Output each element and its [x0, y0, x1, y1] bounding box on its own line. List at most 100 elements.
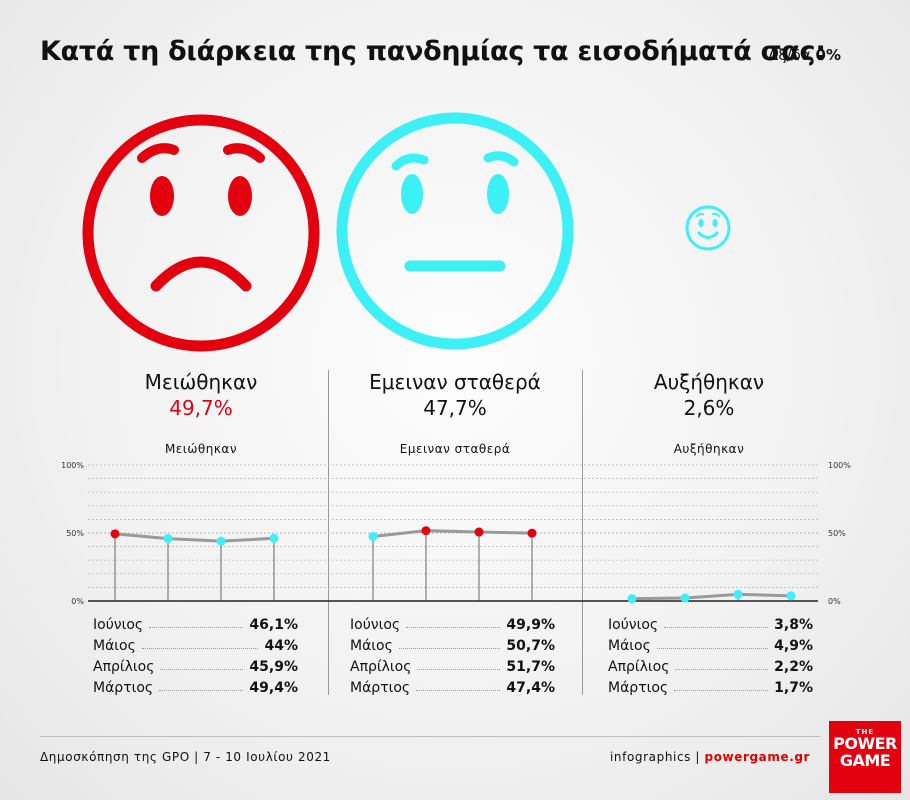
summary-increased: 2,6% — [683, 396, 735, 420]
table-row: Απρίλιος 2,2% — [608, 654, 813, 675]
data-point — [474, 527, 484, 537]
month-label: Μάιος — [350, 638, 393, 654]
series-line — [631, 592, 792, 601]
y-tick-label-right: 100% — [828, 461, 851, 470]
month-label: Ιούνιος — [93, 617, 144, 633]
label-stable: Εμειναν σταθερά — [369, 370, 541, 394]
month-label: Ιούνιος — [608, 617, 659, 633]
page-title: Κατά τη διάρκεια της πανδημίας τα εισοδή… — [40, 36, 826, 67]
value-label: 45,9% — [249, 659, 298, 675]
dot-leader — [149, 627, 244, 628]
y-tick-label-left: 50% — [66, 529, 84, 538]
table-row: Μάρτιος 49,4% — [93, 675, 298, 696]
value-label: 1,7% — [774, 680, 813, 696]
month-label: Απρίλιος — [608, 659, 670, 675]
summary-stable: 47,7% — [423, 396, 487, 420]
label-increased: Αυξήθηκαν — [653, 370, 765, 394]
value-label: 46,1% — [249, 617, 298, 633]
table-row: Ιούνιος 3,8% — [608, 612, 813, 633]
data-point — [421, 526, 431, 536]
dot-leader — [674, 690, 769, 691]
line-chart: 0% 0% 50% 50% 100% 100% — [61, 461, 851, 606]
header-stable: Εμειναν σταθερά 47,7% — [340, 370, 570, 420]
value-label: 44% — [264, 638, 298, 654]
data-point — [269, 533, 279, 543]
value-label: 50,7% — [506, 638, 555, 654]
chart-sub-increased: Αυξήθηκαν — [673, 442, 745, 456]
dot-leader — [656, 648, 769, 649]
data-point — [216, 536, 226, 546]
month-label: Μάρτιος — [93, 680, 154, 696]
chart-sub-stable: Εμειναν σταθερά — [399, 442, 511, 456]
dot-leader — [398, 648, 501, 649]
logo-line-2: POWER — [833, 734, 897, 753]
dot-leader — [406, 627, 501, 628]
y-tick-label-left: 100% — [61, 461, 84, 470]
data-point — [786, 591, 796, 601]
table-row: Μάιος 50,7% — [350, 633, 555, 654]
neutral-face-icon — [336, 112, 574, 350]
value-label: 3,8% — [774, 617, 813, 633]
data-point — [680, 593, 690, 603]
dot-leader — [664, 627, 769, 628]
source-note: Δημοσκόπηση της GPO | 7 - 10 Ιουλίου 202… — [40, 750, 331, 764]
value-label: 2,2% — [774, 659, 813, 675]
value-label: 49,4% — [249, 680, 298, 696]
value-label: 47,4% — [506, 680, 555, 696]
power-game-logo: THE POWER GAME — [829, 721, 901, 793]
dot-leader — [416, 690, 501, 691]
table-row: Μάρτιος 47,4% — [350, 675, 555, 696]
table-increased: Ιούνιος 3,8% Μάιος 4,9% Απρίλιος 2,2% Μάρτιος 1… — [608, 612, 813, 696]
column-divider — [582, 370, 583, 695]
dot-leader — [675, 669, 769, 670]
dot-leader — [141, 648, 259, 649]
table-row: Μάιος 4,9% — [608, 633, 813, 654]
smile-face-icon — [685, 205, 731, 251]
month-label: Μάρτιος — [608, 680, 669, 696]
summary-decreased: 49,7% — [169, 396, 233, 420]
table-row: Μάιος 44% — [93, 633, 298, 654]
dot-leader — [159, 690, 244, 691]
footer-divider — [40, 736, 820, 737]
series-line — [114, 532, 275, 543]
table-decreased: Ιούνιος 46,1% Μάιος 44% Απρίλιος 45,9% Μάρτιος… — [93, 612, 298, 696]
dot-leader — [160, 669, 244, 670]
data-point — [733, 589, 743, 599]
table-row: Ιούνιος 49,9% — [350, 612, 555, 633]
table-row: Ιούνιος 46,1% — [93, 612, 298, 633]
chart-sub-decreased: Μειώθηκαν — [164, 442, 238, 456]
series-line — [372, 529, 533, 539]
data-point — [527, 528, 537, 538]
month-label: Μάρτιος — [350, 680, 411, 696]
dont-know-text: Δξ/δα — [768, 46, 811, 64]
month-label: Μάιος — [608, 638, 651, 654]
header-increased: Αυξήθηκαν 2,6% — [594, 370, 824, 420]
month-label: Απρίλιος — [93, 659, 155, 675]
sad-face-icon — [82, 114, 320, 352]
logo-line-1: THE — [855, 728, 875, 736]
month-label: Μάιος — [93, 638, 136, 654]
dot-leader — [417, 669, 501, 670]
value-label: 4,9% — [774, 638, 813, 654]
credit-prefix: infographics | — [610, 750, 705, 764]
month-label: Απρίλιος — [350, 659, 412, 675]
table-stable: Ιούνιος 49,9% Μάιος 50,7% Απρίλιος 51,7% Μάρτι… — [350, 612, 555, 696]
value-label: 49,9% — [506, 617, 555, 633]
data-point — [163, 534, 173, 544]
value-label: 51,7% — [506, 659, 555, 675]
label-decreased: Μειώθηκαν — [144, 370, 258, 394]
table-row: Απρίλιος 45,9% — [93, 654, 298, 675]
data-point — [368, 532, 378, 542]
table-row: Μάρτιος 1,7% — [608, 675, 813, 696]
credit-site-link[interactable]: powergame.gr — [704, 750, 811, 764]
logo-line-3: GAME — [839, 751, 891, 770]
dont-know-value: 0% — [815, 46, 841, 64]
credit: infographics | powergame.gr — [610, 750, 810, 764]
dont-know-label: Δξ/δα 0% — [768, 46, 841, 64]
y-tick-label-left: 0% — [71, 597, 84, 606]
table-row: Απρίλιος 51,7% — [350, 654, 555, 675]
y-tick-label-right: 0% — [828, 597, 841, 606]
data-point — [627, 594, 637, 604]
data-point — [110, 529, 120, 539]
y-tick-label-right: 50% — [828, 529, 846, 538]
